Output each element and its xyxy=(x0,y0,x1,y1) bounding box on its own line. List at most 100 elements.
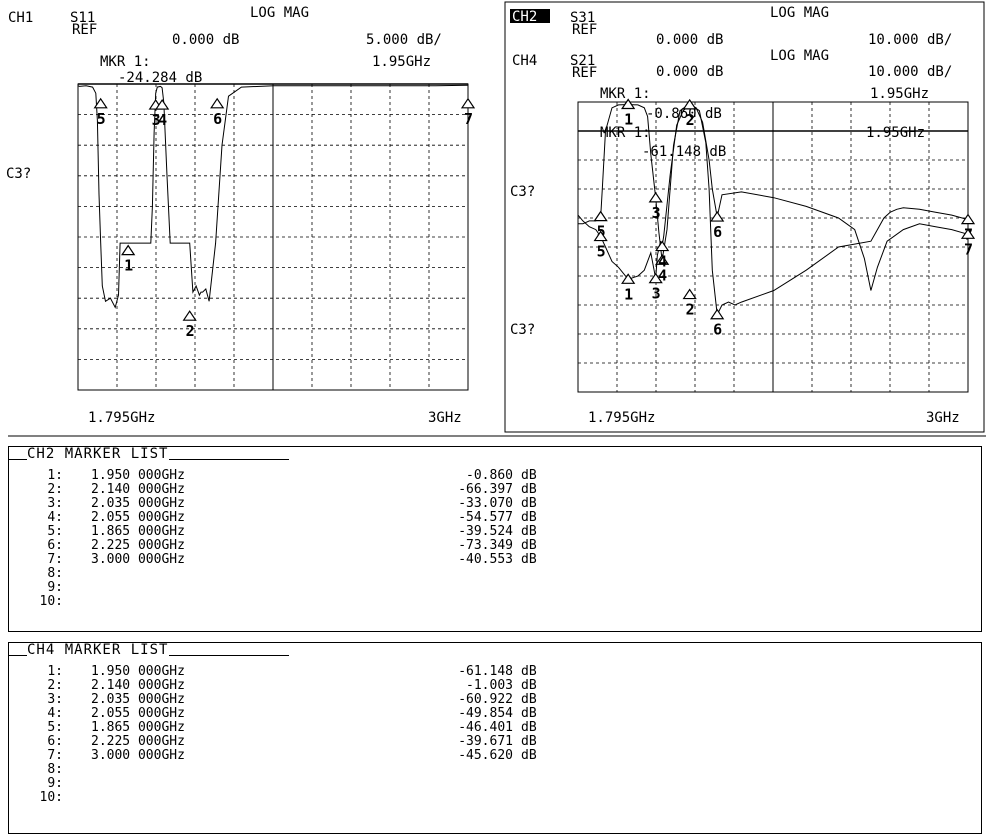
ch2-list-title: CH2 MARKER LIST xyxy=(27,446,169,462)
marker-frequency: 2.140 000GHz xyxy=(91,482,185,497)
ch1-s11-trace xyxy=(77,84,469,309)
marker-frequency: 2.035 000GHz xyxy=(91,496,185,511)
marker-triangle-1 xyxy=(121,244,136,256)
ch1-side-label: C3? xyxy=(6,166,31,182)
marker-number-7: 7 xyxy=(964,240,973,258)
marker-triangle-4 xyxy=(655,254,670,265)
marker-value: -1.003 xyxy=(466,678,513,693)
ch2-list-rule-right xyxy=(169,459,289,460)
ch1-start-freq: 1.795GHz xyxy=(88,410,155,426)
marker-index: 6: xyxy=(47,734,63,749)
ch2-format: LOG MAG xyxy=(770,5,829,21)
marker-number-3: 3 xyxy=(652,204,661,222)
marker-unit: dB xyxy=(521,538,537,553)
marker-value: -45.620 xyxy=(458,748,513,763)
marker-value: -66.397 xyxy=(458,482,513,497)
marker-triangle-1 xyxy=(621,98,636,110)
ch1-marker-label: MKR 1: xyxy=(100,54,151,70)
marker-index: 9: xyxy=(47,776,63,791)
marker-index: 4: xyxy=(47,706,63,721)
marker-unit: dB xyxy=(521,678,537,693)
marker-value: -39.524 xyxy=(458,524,513,539)
marker-number-5: 5 xyxy=(97,110,106,128)
marker-index: 1: xyxy=(47,468,63,483)
ch1-marker-freq: 1.95GHz xyxy=(372,54,431,70)
marker-triangle-3 xyxy=(648,272,663,284)
ch1-format: LOG MAG xyxy=(250,5,309,21)
marker-triangle-6 xyxy=(710,210,725,222)
ch4-marker-freq: 1.95GHz xyxy=(866,125,925,141)
ch2-label: CH2 xyxy=(512,9,537,25)
marker-value: -49.854 xyxy=(458,706,513,721)
marker-index: 2: xyxy=(47,482,63,497)
marker-number-1: 1 xyxy=(124,257,133,275)
marker-unit: dB xyxy=(521,734,537,749)
ch4-scale: 10.000 dB/ xyxy=(868,64,952,80)
right-stop-freq: 3GHz xyxy=(926,410,960,426)
marker-unit: dB xyxy=(521,524,537,539)
ch1-marker-value: -24.284 dB xyxy=(118,70,202,86)
marker-number-1: 1 xyxy=(624,285,633,303)
marker-index: 3: xyxy=(47,692,63,707)
ch1-ref-label: REF xyxy=(72,22,97,38)
marker-index: 10: xyxy=(39,790,63,805)
ch1-graticule xyxy=(77,83,469,391)
marker-frequency: 1.950 000GHz xyxy=(91,664,185,679)
marker-triangle-5 xyxy=(593,210,608,222)
marker-number-2: 2 xyxy=(686,111,695,129)
marker-triangle-5 xyxy=(593,230,608,242)
ch4-side-label: C3? xyxy=(510,322,535,338)
marker-index: 8: xyxy=(47,762,63,777)
marker-triangle-2 xyxy=(682,288,697,300)
marker-unit: dB xyxy=(521,482,537,497)
marker-frequency: 2.055 000GHz xyxy=(91,510,185,525)
marker-frequency: 3.000 000GHz xyxy=(91,552,185,567)
marker-number-2: 2 xyxy=(686,301,695,319)
marker-number-4: 4 xyxy=(158,111,167,129)
ch1-label: CH1 xyxy=(8,10,33,26)
ch2-marker-label: MKR 1: xyxy=(600,86,651,102)
marker-index: 8: xyxy=(47,566,63,581)
ch4-ref-label: REF xyxy=(572,65,597,81)
marker-unit: dB xyxy=(521,468,537,483)
marker-value: -33.070 xyxy=(458,496,513,511)
marker-value: -40.553 xyxy=(458,552,513,567)
marker-value: -46.401 xyxy=(458,720,513,735)
ch2-ref-value: 0.000 dB xyxy=(656,32,723,48)
marker-unit: dB xyxy=(521,510,537,525)
marker-frequency: 2.225 000GHz xyxy=(91,538,185,553)
ch2-list-rule-left xyxy=(9,459,27,460)
marker-number-3: 3 xyxy=(152,111,161,129)
ch2-active-badge xyxy=(510,9,550,23)
ch1-ref-value: 0.000 dB xyxy=(172,32,239,48)
marker-frequency: 1.865 000GHz xyxy=(91,720,185,735)
marker-number-3: 3 xyxy=(652,285,661,303)
ch4-ref-value: 0.000 dB xyxy=(656,64,723,80)
right-panel-border xyxy=(504,1,985,433)
marker-number-4: 4 xyxy=(658,253,667,271)
marker-value: -39.671 xyxy=(458,734,513,749)
marker-triangle-1 xyxy=(621,273,636,284)
ch4-marker-list: CH4 MARKER LIST 1: 1.950 000GHz -61.148 dB 2… xyxy=(8,642,982,834)
marker-triangle-3 xyxy=(648,191,663,203)
marker-index: 4: xyxy=(47,510,63,525)
marker-triangle-7 xyxy=(960,213,976,225)
marker-index: 6: xyxy=(47,538,63,553)
ch4-param: S21 xyxy=(570,53,595,69)
marker-unit: dB xyxy=(521,664,537,679)
marker-unit: dB xyxy=(521,706,537,721)
ch2-scale: 10.000 dB/ xyxy=(868,32,952,48)
marker-triangle-4 xyxy=(155,98,170,110)
ch2-marker-list: CH2 MARKER LIST 1: 1.950 000GHz -0.860 dB 2:… xyxy=(8,446,982,632)
marker-unit: dB xyxy=(521,720,537,735)
marker-unit: dB xyxy=(521,692,537,707)
ch4-list-rule-right xyxy=(169,655,289,656)
marker-value: -73.349 xyxy=(458,538,513,553)
marker-frequency: 1.950 000GHz xyxy=(91,468,185,483)
ch4-list-title: CH4 MARKER LIST xyxy=(27,642,169,658)
ch4-marker-label: MKR 1: xyxy=(600,125,651,141)
ch4-marker-value: -61.148 dB xyxy=(642,144,726,160)
marker-index: 7: xyxy=(47,748,63,763)
ch4-label: CH4 xyxy=(512,53,537,69)
marker-index: 5: xyxy=(47,524,63,539)
